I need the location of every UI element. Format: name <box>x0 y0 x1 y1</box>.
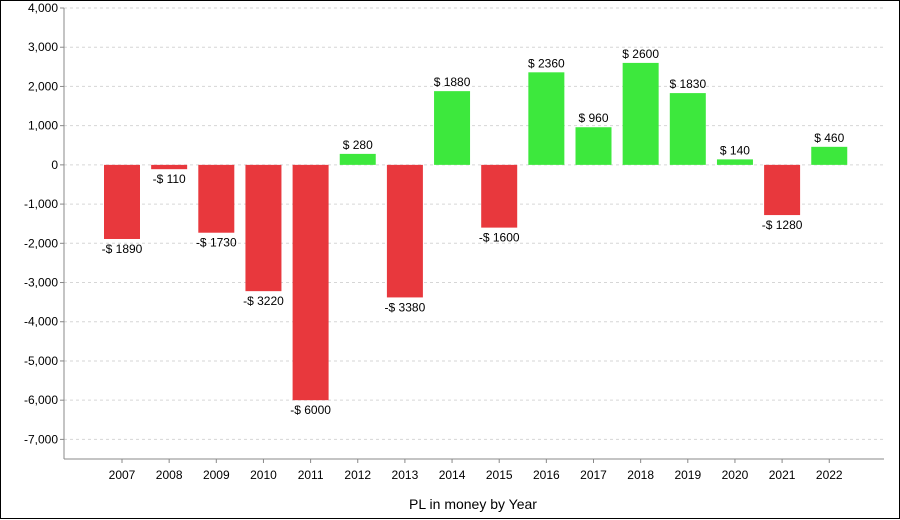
bar-2016 <box>528 72 565 165</box>
data-label-2013: -$ 3380 <box>385 300 426 314</box>
x-tick-label-2022: 2022 <box>816 468 843 482</box>
bar-2014 <box>434 91 471 165</box>
bar-2011 <box>292 164 329 401</box>
x-tick-label-2016: 2016 <box>533 468 560 482</box>
data-label-2010: -$ 3220 <box>243 294 284 308</box>
x-tick-label-2014: 2014 <box>439 468 466 482</box>
x-tick-label-2009: 2009 <box>203 468 230 482</box>
data-label-2021: -$ 1280 <box>762 218 803 232</box>
data-label-2020: $ 140 <box>720 143 750 157</box>
y-tick-label: 2,000 <box>28 79 58 93</box>
data-labels: -$ 1890 -$ 110 -$ 1730 -$ 3220 -$ 6000 $ 280 -… <box>102 47 845 417</box>
grid-lines <box>64 7 884 440</box>
y-tick-label: -5,000 <box>24 354 58 368</box>
data-label-2009: -$ 1730 <box>196 236 237 250</box>
bars <box>104 62 848 401</box>
x-tick-label-2012: 2012 <box>344 468 371 482</box>
bar-2018 <box>622 62 659 165</box>
data-label-2017: $ 960 <box>578 111 608 125</box>
y-tick-label: -3,000 <box>24 276 58 290</box>
y-tick-label: 0 <box>51 158 58 172</box>
x-tick-label-2020: 2020 <box>722 468 749 482</box>
axes: 4,000 3,000 2,000 1,000 0 -1,000 -2,000 -3,000 -… <box>24 1 884 482</box>
data-label-2008: -$ 110 <box>153 172 186 186</box>
x-tick-label-2013: 2013 <box>392 468 419 482</box>
x-tick-label-2019: 2019 <box>674 468 701 482</box>
y-tick-label: 4,000 <box>28 1 58 15</box>
y-tick-label: -7,000 <box>24 432 58 446</box>
x-tick-label-2015: 2015 <box>486 468 513 482</box>
bar-2015 <box>481 164 518 228</box>
data-label-2012: $ 280 <box>343 138 373 152</box>
data-label-2019: $ 1830 <box>669 77 706 91</box>
data-label-2022: $ 460 <box>814 131 844 145</box>
bar-2021 <box>764 164 801 216</box>
x-tick-label-2011: 2011 <box>298 468 324 482</box>
x-axis-title: PL in money by Year <box>409 496 537 512</box>
x-tick-label-2018: 2018 <box>627 468 654 482</box>
y-tick-label: -6,000 <box>24 393 58 407</box>
bar-2020 <box>716 159 753 165</box>
y-tick-label: -1,000 <box>24 197 58 211</box>
y-tick-label: 3,000 <box>28 40 58 54</box>
bar-2009 <box>198 164 235 233</box>
data-label-2018: $ 2600 <box>622 47 659 61</box>
bar-2008 <box>151 164 188 170</box>
y-tick-label: -4,000 <box>24 315 58 329</box>
data-label-2011: -$ 6000 <box>290 403 331 417</box>
bar-2022 <box>811 146 848 165</box>
x-tick-label-2021: 2021 <box>769 468 796 482</box>
bar-2019 <box>669 93 706 165</box>
data-label-2016: $ 2360 <box>528 56 565 70</box>
x-tick-label-2008: 2008 <box>156 468 183 482</box>
x-tick-label-2007: 2007 <box>109 468 136 482</box>
bar-2010 <box>245 164 282 292</box>
x-tick-label-2010: 2010 <box>250 468 277 482</box>
bar-2017 <box>575 127 612 165</box>
data-label-2015: -$ 1600 <box>479 231 520 245</box>
y-tick-label: 1,000 <box>28 119 58 133</box>
bar-2007 <box>104 164 140 239</box>
y-tick-label: -2,000 <box>24 236 58 250</box>
bar-2013 <box>386 164 423 298</box>
data-label-2007: -$ 1890 <box>102 242 143 256</box>
x-tick-label-2017: 2017 <box>580 468 607 482</box>
bar-2012 <box>339 153 376 165</box>
data-label-2014: $ 1880 <box>434 75 471 89</box>
